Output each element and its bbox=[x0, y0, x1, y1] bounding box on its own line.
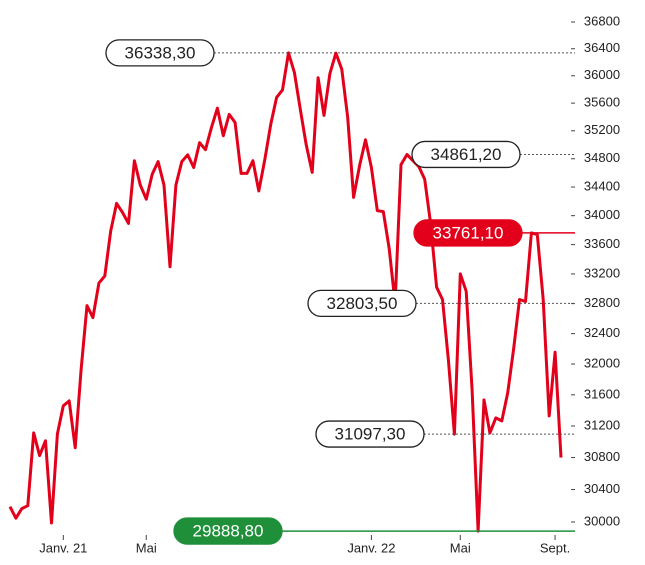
annotation-label: 34861,20 bbox=[431, 145, 502, 164]
y-tick-label: 32800 bbox=[584, 295, 620, 310]
y-tick-label: 30400 bbox=[584, 481, 620, 496]
annotation-label: 32803,50 bbox=[327, 294, 398, 313]
y-tick-label: 33200 bbox=[584, 265, 620, 280]
x-tick-label: Mai bbox=[136, 540, 157, 555]
annotation-pill bbox=[307, 289, 417, 317]
y-tick-label: 36800 bbox=[584, 13, 620, 28]
annotation-label: 33761,10 bbox=[433, 223, 504, 242]
y-tick-label: 34800 bbox=[584, 150, 620, 165]
y-tick-label: 30800 bbox=[584, 449, 620, 464]
annotation-pill bbox=[315, 420, 425, 448]
y-tick-label: 34000 bbox=[584, 207, 620, 222]
y-tick-label: 34400 bbox=[584, 178, 620, 193]
annotation-label: 29888,80 bbox=[193, 522, 264, 541]
y-tick-label: 35600 bbox=[584, 95, 620, 110]
y-tick-label: 33600 bbox=[584, 236, 620, 251]
annotation-label: 31097,30 bbox=[335, 425, 406, 444]
annotation-pill bbox=[173, 517, 283, 545]
x-tick-label: Sept. bbox=[540, 540, 570, 555]
annotation-pill bbox=[105, 39, 215, 67]
y-tick-label: 31600 bbox=[584, 386, 620, 401]
y-tick-label: 30000 bbox=[584, 513, 620, 528]
x-tick-label: Mai bbox=[450, 540, 471, 555]
price-line bbox=[8, 51, 563, 533]
y-tick-label: 32000 bbox=[584, 355, 620, 370]
y-tick-label: 32400 bbox=[584, 325, 620, 340]
y-tick-label: 36000 bbox=[584, 67, 620, 82]
y-tick-label: 35200 bbox=[584, 122, 620, 137]
annotation-pill bbox=[413, 219, 523, 247]
x-tick-label: Janv. 22 bbox=[347, 540, 395, 555]
y-tick-label: 31200 bbox=[584, 417, 620, 432]
annotation-pill bbox=[411, 140, 521, 169]
x-tick-label: Janv. 21 bbox=[39, 540, 87, 555]
annotation-label: 36338,30 bbox=[125, 43, 196, 62]
y-tick-label: 36400 bbox=[584, 40, 620, 55]
